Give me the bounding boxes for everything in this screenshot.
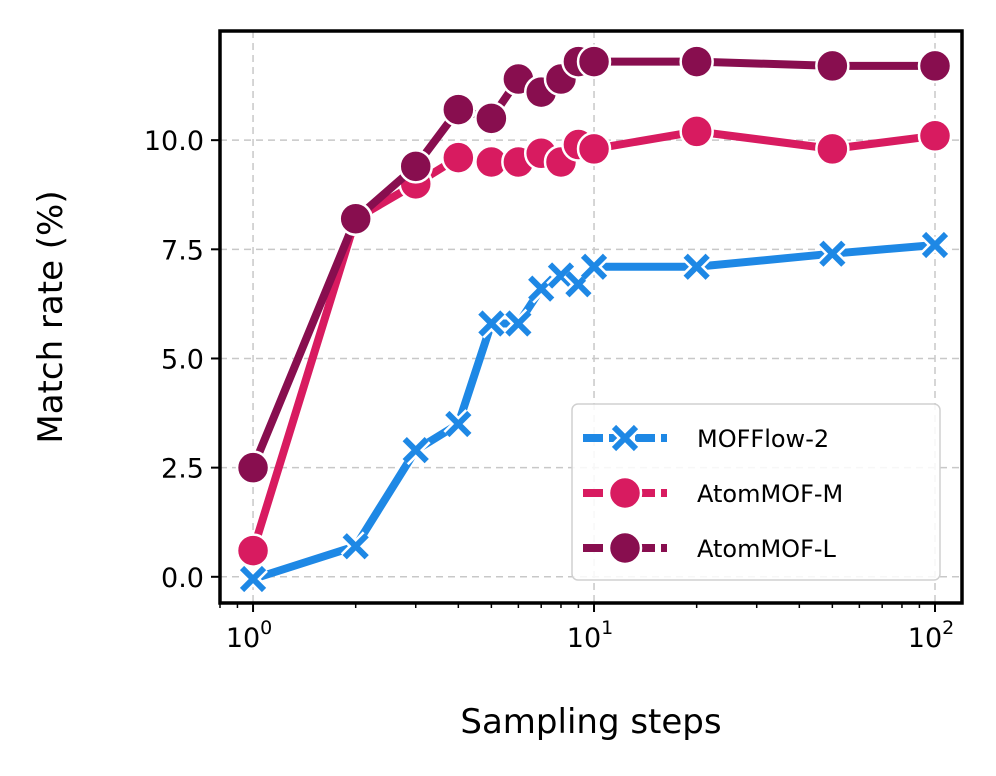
- data-point-mofflow-2: [817, 238, 848, 269]
- x-tick-label: 101: [567, 617, 613, 654]
- series-mofflow-2: [238, 230, 950, 594]
- data-point-atommof-l: [441, 92, 476, 127]
- data-point-atommof-m: [815, 131, 850, 167]
- data-point-atommof-l: [815, 48, 850, 84]
- legend-label: MOFFlow-2: [697, 425, 829, 453]
- data-point-mofflow-2: [681, 251, 712, 282]
- legend-box: [571, 403, 941, 581]
- data-point-atommof-l: [679, 44, 714, 79]
- data-point-atommof-l: [338, 201, 373, 237]
- x-tick-label: 102: [908, 617, 954, 654]
- y-tick-label: 0.0: [161, 563, 204, 594]
- data-point-mofflow-2: [920, 230, 950, 260]
- data-point-mofflow-2: [579, 251, 609, 282]
- legend-entry-atommof-l: AtomMOF-L: [583, 530, 837, 566]
- y-tick-label: 5.0: [161, 344, 204, 375]
- data-point-mofflow-2: [546, 260, 576, 291]
- data-point-atommof-m: [679, 114, 714, 149]
- legend-label: AtomMOF-M: [697, 480, 843, 508]
- x-tick-label: 100: [226, 617, 272, 654]
- data-point-atommof-m: [235, 533, 271, 568]
- legend-marker: [610, 423, 640, 453]
- x-axis-title: Sampling steps: [460, 702, 721, 742]
- data-point-atommof-m: [441, 140, 476, 175]
- series-atommof-m: [235, 114, 953, 568]
- data-point-mofflow-2: [503, 308, 534, 339]
- legend-entry-atommof-m: AtomMOF-M: [583, 475, 843, 511]
- y-tick-label: 7.5: [161, 235, 204, 266]
- data-point-atommof-l: [474, 101, 509, 136]
- y-tick-label: 2.5: [161, 454, 204, 485]
- y-tick-label: 10.0: [144, 126, 204, 157]
- legend-marker: [607, 475, 643, 511]
- data-point-atommof-l: [576, 44, 612, 79]
- data-point-atommof-l: [398, 149, 433, 184]
- data-point-mofflow-2: [238, 564, 268, 594]
- legend-label: AtomMOF-L: [697, 535, 837, 563]
- data-point-atommof-m: [917, 118, 953, 154]
- legend-entry-mofflow-2: MOFFlow-2: [583, 423, 829, 453]
- legend: MOFFlow-2 AtomMOF-M AtomMOF-L: [571, 403, 941, 581]
- legend-marker: [607, 530, 643, 566]
- data-point-mofflow-2: [400, 435, 431, 466]
- data-point-atommof-m: [576, 131, 612, 167]
- data-point-mofflow-2: [443, 409, 474, 439]
- data-point-mofflow-2: [340, 531, 371, 562]
- axis-ticks: 0.0 2.5 5.0 7.5 10.0 100 101 102: [144, 126, 954, 654]
- y-axis-title: Match rate (%): [31, 190, 71, 443]
- plot-frame: [218, 29, 964, 605]
- data-point-atommof-l: [235, 450, 271, 485]
- series-atommof-l: [235, 44, 953, 485]
- data-point-atommof-l: [917, 48, 953, 84]
- data-point-mofflow-2: [476, 308, 507, 339]
- series-layer: [235, 44, 953, 594]
